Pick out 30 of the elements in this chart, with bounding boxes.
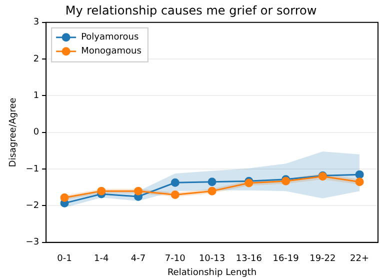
- point: [170, 178, 180, 187]
- x-tick-label: 7-10: [164, 254, 186, 264]
- point: [97, 186, 106, 196]
- y-tick-label: −1: [26, 164, 40, 174]
- x-tick-label: 19-22: [310, 254, 336, 264]
- x-tick-label: 10-13: [198, 254, 226, 264]
- y-tick-label: 3: [33, 18, 40, 28]
- point: [170, 190, 180, 199]
- legend-label: Monogamous: [81, 46, 142, 57]
- y-tick-label: −2: [26, 201, 40, 212]
- x-tick-label: 1-4: [94, 254, 110, 264]
- x-tick-label: 13-16: [236, 254, 262, 264]
- x-axis-title: Relationship Length: [167, 268, 257, 278]
- point: [208, 186, 216, 196]
- x-tick-label: 0-1: [57, 254, 72, 264]
- point: [60, 193, 69, 202]
- point: [355, 178, 364, 186]
- y-axis-title: Disagree/Agree: [8, 97, 19, 168]
- point: [355, 170, 364, 179]
- point: [134, 186, 143, 196]
- y-tick-label: 1: [33, 91, 40, 102]
- y-tick-label: 0: [33, 128, 40, 138]
- chart-title: My relationship causes me grief or sorrow: [65, 3, 317, 18]
- y-tick-label: −3: [26, 238, 40, 248]
- x-tick-label: 22+: [350, 254, 370, 264]
- x-tick-label: 4-7: [130, 254, 146, 264]
- x-tick-label: 16-19: [272, 254, 300, 264]
- point: [208, 178, 216, 186]
- legend-label: Polyamorous: [81, 32, 140, 43]
- y-tick-label: 2: [33, 54, 40, 64]
